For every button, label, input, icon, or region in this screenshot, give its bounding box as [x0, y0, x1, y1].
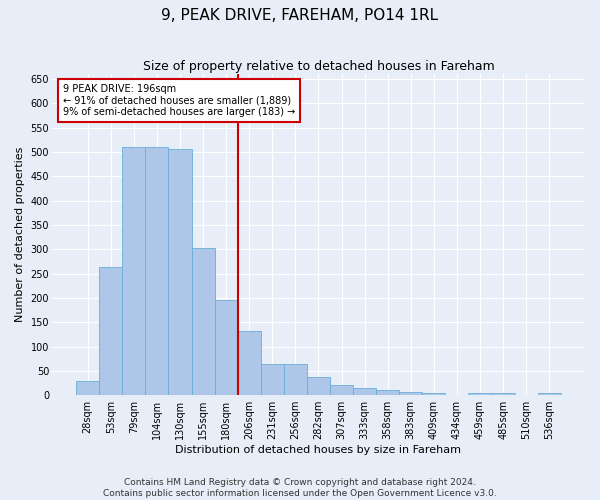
Bar	[469, 393, 491, 395]
Bar	[538, 393, 561, 395]
Bar	[99, 268, 122, 395]
Bar	[76, 380, 99, 395]
Bar	[353, 388, 376, 395]
Bar	[330, 384, 353, 395]
Bar	[238, 332, 261, 395]
Text: 9 PEAK DRIVE: 196sqm
← 91% of detached houses are smaller (1,889)
9% of semi-det: 9 PEAK DRIVE: 196sqm ← 91% of detached h…	[62, 84, 295, 117]
Text: 9, PEAK DRIVE, FAREHAM, PO14 1RL: 9, PEAK DRIVE, FAREHAM, PO14 1RL	[161, 8, 439, 22]
Title: Size of property relative to detached houses in Fareham: Size of property relative to detached ho…	[143, 60, 494, 73]
Bar	[215, 300, 238, 395]
Bar	[307, 376, 330, 395]
Bar	[122, 146, 145, 395]
X-axis label: Distribution of detached houses by size in Fareham: Distribution of detached houses by size …	[175, 445, 461, 455]
Bar	[169, 148, 191, 395]
Y-axis label: Number of detached properties: Number of detached properties	[15, 147, 25, 322]
Bar	[399, 392, 422, 395]
Bar	[191, 248, 215, 395]
Bar	[376, 390, 399, 395]
Text: Contains HM Land Registry data © Crown copyright and database right 2024.
Contai: Contains HM Land Registry data © Crown c…	[103, 478, 497, 498]
Bar	[284, 364, 307, 395]
Bar	[491, 393, 515, 395]
Bar	[422, 393, 445, 395]
Bar	[261, 364, 284, 395]
Bar	[145, 146, 169, 395]
